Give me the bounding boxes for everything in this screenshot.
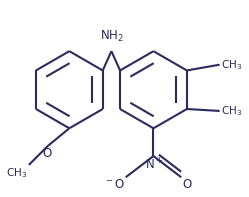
Text: N$^+$: N$^+$ [145, 157, 164, 172]
Text: CH$_3$: CH$_3$ [6, 166, 27, 180]
Text: CH$_3$: CH$_3$ [221, 58, 243, 72]
Text: NH$_2$: NH$_2$ [100, 29, 124, 44]
Text: O: O [183, 178, 192, 191]
Text: $^-$O: $^-$O [104, 178, 125, 191]
Text: CH$_3$: CH$_3$ [221, 104, 243, 118]
Text: O: O [43, 147, 52, 160]
